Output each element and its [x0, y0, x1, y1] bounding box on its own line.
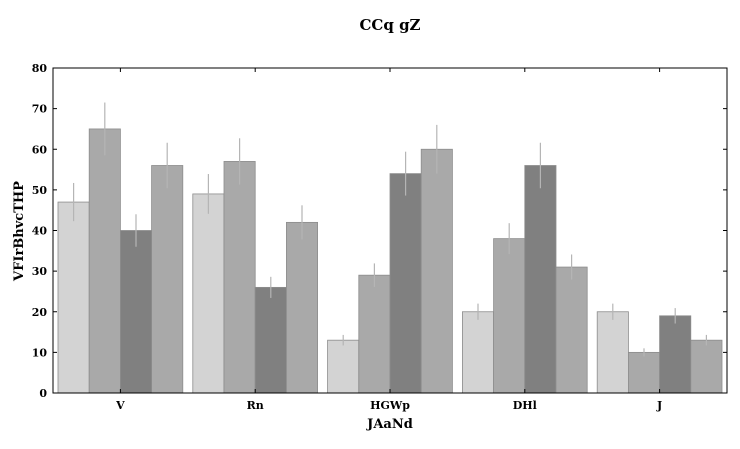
- bar: [690, 339, 723, 394]
- x-tick-label: DHl: [513, 399, 537, 412]
- x-tick-label: J: [656, 399, 662, 412]
- y-tick-label: 10: [32, 346, 48, 359]
- bars-layer: [57, 128, 723, 394]
- bar: [461, 311, 494, 394]
- y-tick-label: 40: [32, 225, 48, 238]
- y-tick-label: 0: [39, 387, 47, 400]
- x-tick-label: HGWp: [370, 399, 410, 412]
- bar: [628, 351, 661, 394]
- bar: [524, 165, 557, 394]
- error-bars-layer: [72, 102, 708, 357]
- y-tick-label: 60: [32, 143, 48, 156]
- bar: [493, 238, 526, 394]
- y-tick-label: 70: [32, 103, 48, 116]
- x-tick-label: V: [115, 399, 125, 412]
- y-tick-label: 20: [32, 306, 48, 319]
- y-tick-label: 30: [32, 265, 48, 278]
- bar: [223, 161, 256, 394]
- bar: [57, 201, 90, 394]
- bar: [285, 221, 318, 394]
- y-tick-label: 50: [32, 184, 48, 197]
- bar: [389, 173, 422, 394]
- bar: [254, 286, 287, 394]
- bar: [192, 193, 225, 394]
- bar: [120, 230, 153, 394]
- x-axis-label: JAaNd: [366, 417, 413, 432]
- bar: [327, 339, 360, 394]
- x-axis: V Rn HGWp DHl J: [115, 68, 662, 412]
- bar: [659, 315, 692, 394]
- y-tick-label: 80: [32, 62, 48, 75]
- bar: [358, 274, 391, 394]
- y-axis-label: VFIrBhvcTHP: [12, 181, 27, 282]
- bar: [596, 311, 629, 394]
- bar: [555, 266, 588, 394]
- chart-title: CCq gZ: [359, 16, 420, 34]
- bar: [420, 148, 453, 394]
- bar: [151, 165, 184, 394]
- x-tick-label: Rn: [247, 399, 264, 412]
- y-axis: 0 10 20 30 40 50 60 70 80: [32, 62, 727, 400]
- bar: [88, 128, 121, 394]
